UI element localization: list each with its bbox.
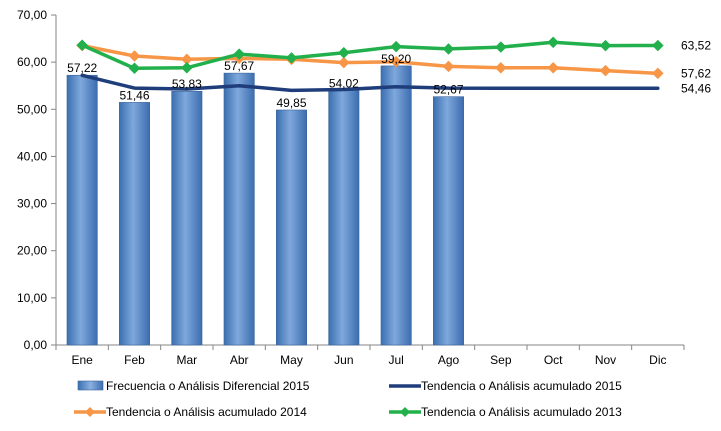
legend-label: Tendencia o Análisis acumulado 2013: [421, 405, 622, 419]
y-tick-label: 30,00: [17, 197, 47, 211]
x-tick-label: Mar: [176, 353, 197, 367]
lines-layer: [76, 36, 664, 93]
x-tick-label: Ene: [71, 353, 93, 367]
series-marker: [76, 39, 89, 52]
series-marker: [651, 39, 664, 52]
series-marker: [180, 61, 193, 74]
legend-label: Tendencia o Análisis acumulado 2015: [421, 379, 622, 393]
legend: Frecuencia o Análisis Diferencial 2015 Te…: [74, 379, 622, 419]
axes-layer: 0,00 10,00 20,00 30,00 40,00 50,00 60,00 70,00 E…: [17, 8, 685, 367]
bar: [380, 65, 412, 346]
series-marker: [285, 52, 298, 64]
bar-data-label: 51,46: [119, 88, 149, 102]
x-tick-label: Sep: [490, 353, 512, 367]
bar: [171, 90, 203, 346]
x-tick-label: Nov: [595, 353, 616, 367]
series-marker: [547, 61, 560, 74]
series-marker: [233, 48, 246, 60]
y-tick-label: 10,00: [17, 291, 47, 305]
x-tick-label: Jul: [388, 353, 403, 367]
series-line: [80, 43, 660, 76]
legend-marker: [400, 407, 410, 417]
series-marker: [599, 64, 612, 77]
bar: [223, 72, 255, 346]
series-marker: [337, 56, 350, 69]
bar: [66, 74, 98, 346]
series-marker: [494, 41, 507, 53]
line-end-label: 63,52: [681, 39, 711, 53]
labels-layer: 57,22 51,46 53,83 57,67 49,85 54,02 59,20 52,67…: [67, 39, 711, 110]
series-marker: [442, 60, 455, 73]
bar: [119, 102, 150, 346]
x-tick-label: May: [280, 353, 303, 367]
x-tick-label: Feb: [124, 353, 145, 367]
legend-item: Tendencia o Análisis acumulado 2014: [74, 405, 307, 419]
legend-item: Tendencia o Análisis acumulado 2013: [389, 405, 622, 419]
bars-layer: [66, 65, 464, 346]
bar-data-label: 59,20: [381, 52, 411, 66]
series-marker: [337, 46, 350, 59]
y-tick-label: 40,00: [17, 149, 47, 163]
x-tick-label: Ago: [438, 353, 460, 367]
y-tick-label: 70,00: [17, 8, 47, 22]
x-tick-label: Dic: [649, 353, 666, 367]
series-marker: [599, 39, 612, 52]
legend-label: Frecuencia o Análisis Diferencial 2015: [106, 379, 310, 393]
line-end-label: 57,62: [681, 66, 711, 80]
series-marker: [128, 62, 141, 75]
series-marker: [128, 50, 141, 62]
line-end-label: 54,46: [681, 81, 711, 95]
x-tick-label: Oct: [544, 353, 563, 367]
legend-item: Frecuencia o Análisis Diferencial 2015: [77, 379, 310, 393]
series-marker: [390, 55, 403, 68]
legend-marker: [85, 407, 95, 417]
series-marker: [494, 61, 507, 74]
y-tick-label: 60,00: [17, 55, 47, 69]
bar: [276, 109, 307, 346]
legend-swatch: [77, 380, 104, 391]
series-marker: [442, 43, 455, 55]
series-marker: [651, 67, 664, 80]
x-tick-label: Abr: [230, 353, 249, 367]
y-tick-label: 0,00: [24, 338, 48, 352]
series-marker: [390, 40, 403, 53]
bar-data-label: 57,22: [67, 61, 97, 75]
legend-item: Tendencia o Análisis acumulado 2015: [389, 379, 622, 393]
series-line: [80, 73, 660, 93]
bar: [328, 90, 360, 346]
bar-data-label: 57,67: [224, 59, 254, 73]
legend-label: Tendencia o Análisis acumulado 2014: [106, 405, 307, 419]
x-tick-label: Jun: [334, 353, 353, 367]
bar-data-label: 52,67: [433, 83, 463, 97]
bar-data-label: 53,83: [172, 77, 202, 91]
y-tick-label: 50,00: [17, 102, 47, 116]
bar-data-label: 49,85: [276, 96, 306, 110]
bar-data-label: 54,02: [329, 76, 359, 90]
series-marker: [547, 36, 560, 49]
y-tick-label: 20,00: [17, 244, 47, 258]
series-line: [80, 40, 660, 71]
bar: [433, 96, 464, 346]
